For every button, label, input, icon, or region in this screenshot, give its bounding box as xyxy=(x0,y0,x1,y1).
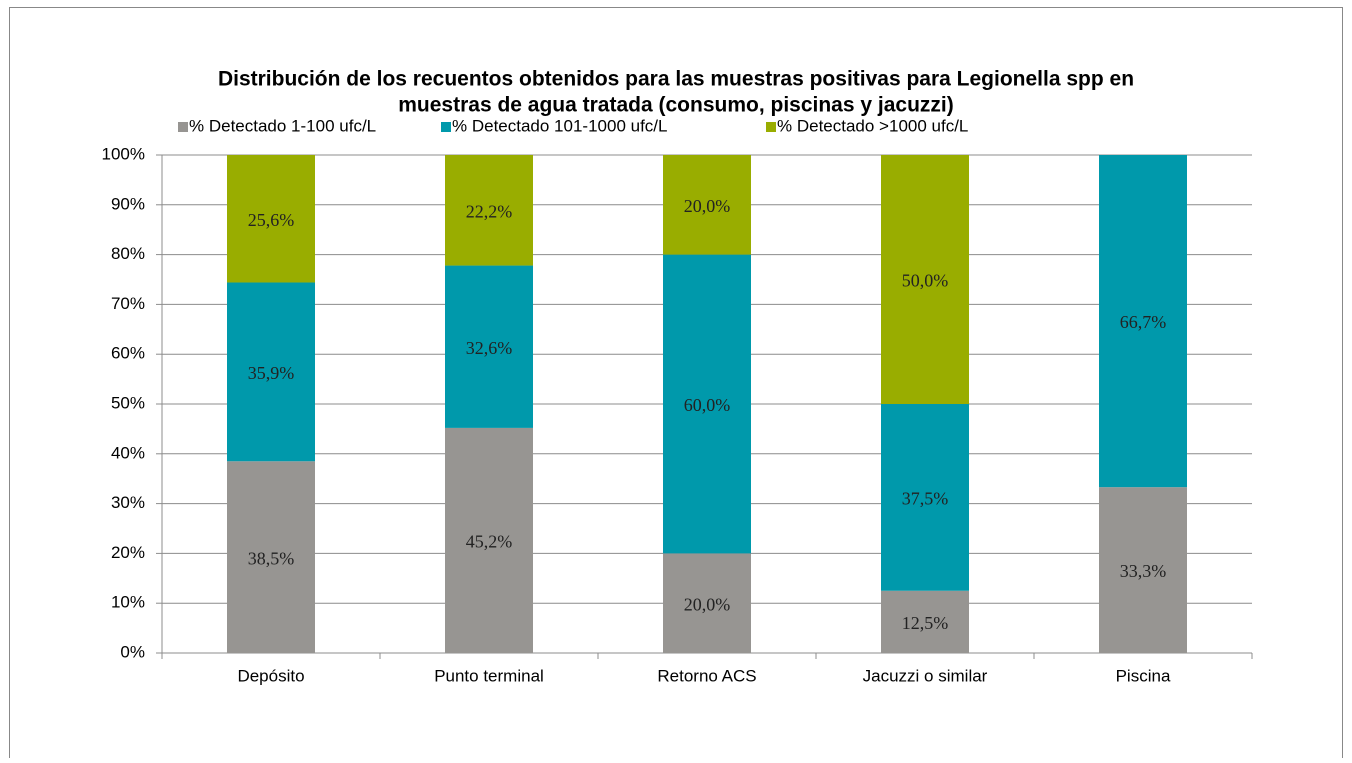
x-tick-label: Piscina xyxy=(1116,666,1171,685)
bar-segment xyxy=(663,553,751,653)
value-label: 22,2% xyxy=(466,201,513,221)
y-tick-label: 0% xyxy=(120,642,145,661)
bar-segment xyxy=(227,461,315,653)
value-label: 20,0% xyxy=(684,196,731,216)
legend-swatch xyxy=(766,122,776,132)
x-tick-label: Punto terminal xyxy=(434,666,544,685)
chart-title: Distribución de los recuentos obtenidos … xyxy=(218,68,1134,91)
value-label: 60,0% xyxy=(684,395,731,415)
y-tick-label: 50% xyxy=(111,393,145,412)
bar-segment xyxy=(881,404,969,591)
value-label: 38,5% xyxy=(248,548,295,568)
bar-segment xyxy=(881,590,969,653)
value-label: 35,9% xyxy=(248,363,295,383)
value-label: 66,7% xyxy=(1120,312,1167,332)
legend-label: % Detectado >1000 ufc/L xyxy=(777,116,968,135)
value-label: 50,0% xyxy=(902,271,949,291)
legend-label: % Detectado 101-1000 ufc/L xyxy=(452,116,667,135)
y-tick-label: 20% xyxy=(111,543,145,562)
bar-segment xyxy=(1099,155,1187,488)
value-label: 32,6% xyxy=(466,338,513,358)
value-label: 25,6% xyxy=(248,210,295,230)
y-tick-label: 40% xyxy=(111,443,145,462)
bar-segment xyxy=(445,155,533,266)
x-tick-label: Depósito xyxy=(237,666,304,685)
x-tick-label: Jacuzzi o similar xyxy=(863,666,988,685)
y-tick-label: 60% xyxy=(111,344,145,363)
bar-segment xyxy=(227,282,315,462)
value-label: 45,2% xyxy=(466,532,513,552)
bar-segment xyxy=(663,155,751,255)
y-tick-label: 10% xyxy=(111,593,145,612)
value-label: 37,5% xyxy=(902,489,949,509)
y-tick-label: 30% xyxy=(111,493,145,512)
value-label: 20,0% xyxy=(684,594,731,614)
y-tick-label: 70% xyxy=(111,294,145,313)
y-tick-label: 80% xyxy=(111,244,145,263)
bar-segment xyxy=(445,265,533,428)
legend-label: % Detectado 1-100 ufc/L xyxy=(189,116,376,135)
bar-segment xyxy=(663,254,751,554)
bar-segment xyxy=(881,155,969,404)
value-label: 12,5% xyxy=(902,613,949,633)
legend-swatch xyxy=(178,122,188,132)
x-tick-label: Retorno ACS xyxy=(657,666,756,685)
y-tick-label: 90% xyxy=(111,194,145,213)
y-tick-label: 100% xyxy=(102,144,145,163)
bar-segment xyxy=(445,427,533,653)
chart-title: muestras de agua tratada (consumo, pisci… xyxy=(398,94,954,117)
legend-swatch xyxy=(441,122,451,132)
bar-segment xyxy=(1099,487,1187,653)
value-label: 33,3% xyxy=(1120,561,1167,581)
bar-segment xyxy=(227,155,315,283)
